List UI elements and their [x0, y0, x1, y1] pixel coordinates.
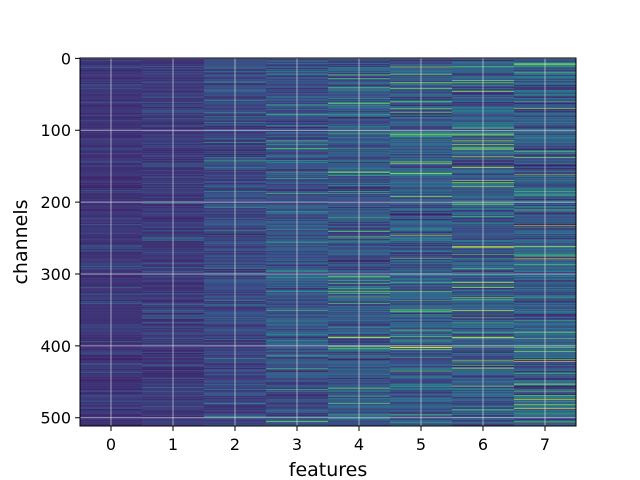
plot-frame: [79, 57, 577, 427]
heatmap-cells: [80, 58, 577, 427]
x-tick-label: 4: [354, 435, 364, 454]
x-tick-label: 7: [540, 435, 550, 454]
x-axis-ticks: 0 1 2 3 4 5 6 7: [106, 426, 550, 454]
x-axis-label: features: [289, 459, 368, 480]
y-axis-label: channels: [10, 199, 32, 284]
x-tick-label: 6: [478, 435, 488, 454]
y-tick-label: 0: [61, 49, 71, 68]
y-tick-label: 300: [40, 265, 71, 284]
y-tick-label: 400: [40, 337, 71, 356]
y-tick-label: 500: [40, 409, 71, 428]
y-axis-ticks: 0 100 200 300 400 500: [40, 49, 80, 428]
x-tick-label: 3: [292, 435, 302, 454]
x-tick-label: 1: [168, 435, 178, 454]
y-tick-label: 100: [40, 121, 71, 140]
grid-lines: [80, 57, 576, 426]
x-tick-label: 0: [106, 435, 116, 454]
y-tick-label: 200: [40, 193, 71, 212]
x-tick-label: 2: [230, 435, 240, 454]
x-tick-label: 5: [416, 435, 426, 454]
